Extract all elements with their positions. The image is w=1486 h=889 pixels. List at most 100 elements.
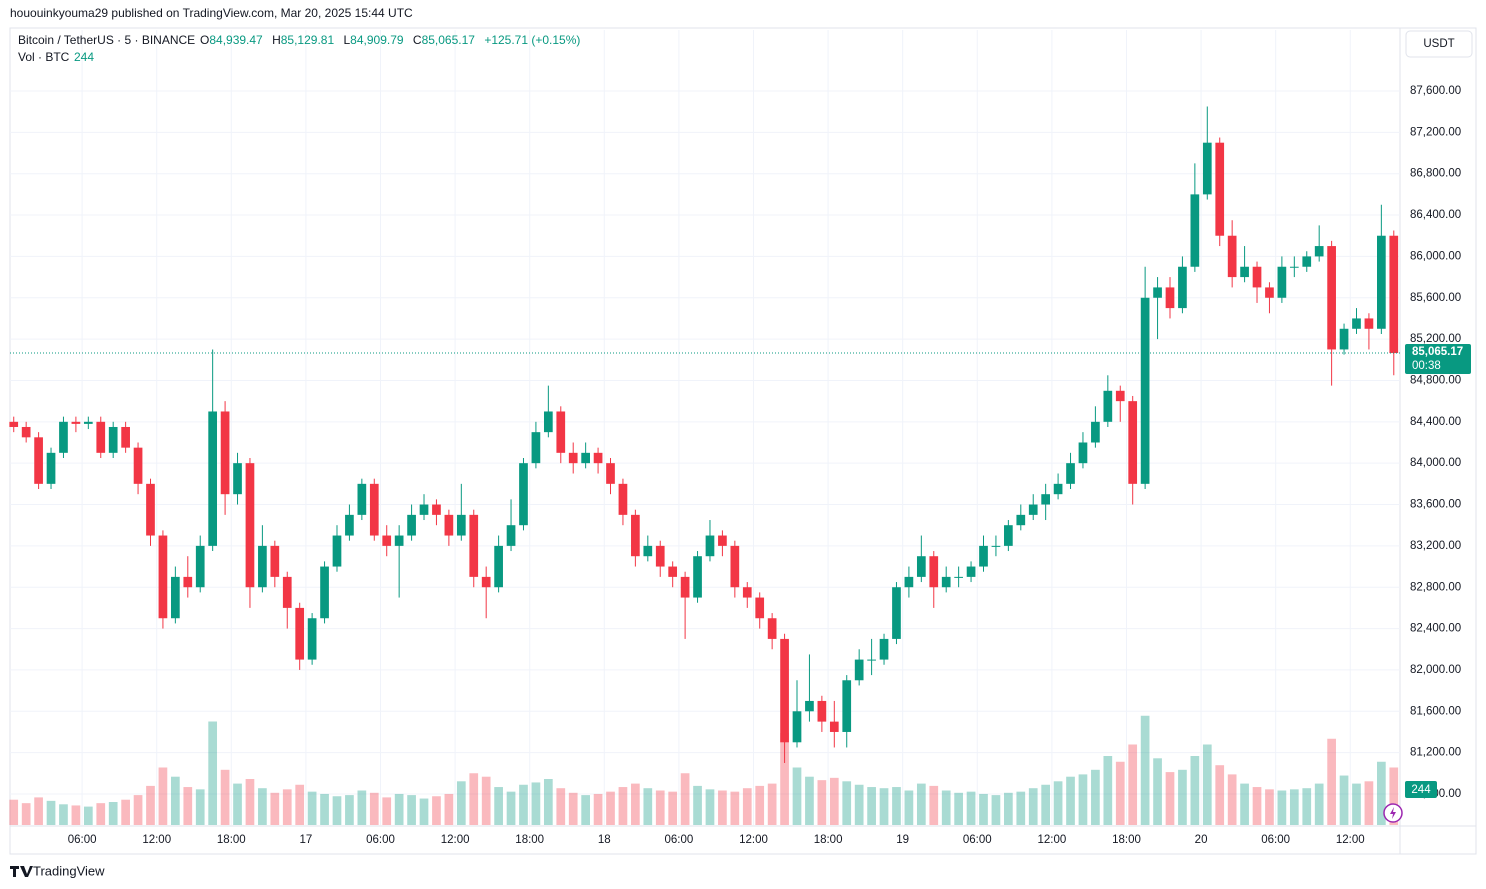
y-tick-label: 84,800.00	[1410, 374, 1461, 386]
currency-label[interactable]: USDT	[1423, 38, 1454, 50]
volume-bar	[1364, 781, 1374, 825]
candle-body	[1016, 514, 1026, 526]
candle-body	[320, 566, 329, 619]
volume-bar	[220, 769, 230, 825]
y-tick-label: 82,000.00	[1410, 664, 1461, 676]
volume-bar	[481, 776, 491, 825]
volume-bar	[916, 783, 926, 825]
volume-badge-label: 244	[1411, 784, 1431, 796]
volume-bar	[456, 781, 466, 825]
volume-bar	[1016, 791, 1026, 825]
candle-body	[121, 426, 130, 448]
currency-button[interactable]	[1405, 30, 1473, 58]
volume-bar	[1376, 761, 1386, 825]
volume-bar	[854, 784, 864, 825]
candle-body	[432, 504, 441, 515]
volume-bar	[1215, 765, 1225, 825]
y-tick-label: 86,000.00	[1410, 250, 1461, 262]
x-tick-label: 06:00	[963, 834, 992, 846]
candle-body	[158, 535, 168, 619]
volume-bar	[96, 803, 106, 825]
x-tick-label: 06:00	[68, 834, 97, 846]
candle-body	[966, 566, 976, 577]
volume-bar	[742, 788, 752, 825]
volume-bar	[643, 788, 653, 825]
volume-bar	[21, 803, 31, 825]
candle-body	[979, 545, 988, 567]
volume-bar	[1178, 769, 1187, 825]
candle-body	[59, 421, 68, 453]
volume-bar	[345, 795, 354, 825]
candle-body	[767, 618, 777, 639]
volume-bar	[1202, 744, 1212, 825]
candle-body	[21, 426, 31, 438]
candle-body	[1128, 401, 1138, 484]
candle-body	[456, 514, 466, 536]
grid	[10, 30, 1400, 825]
candle-body	[407, 514, 416, 536]
volume-bar	[307, 791, 317, 825]
candle-body	[357, 483, 367, 515]
candle-body	[481, 576, 491, 588]
volume-bar	[320, 793, 329, 825]
candle-body	[568, 452, 578, 464]
volume-bar	[233, 783, 242, 825]
candle-body	[96, 421, 106, 453]
volume-bar	[1103, 756, 1113, 825]
candle-body	[892, 587, 901, 639]
alert-bolt	[1390, 807, 1396, 819]
candle-body	[718, 535, 727, 546]
volume-bar	[59, 804, 68, 825]
candle-body	[730, 545, 740, 588]
candle-body	[904, 576, 914, 588]
candle-body	[1352, 318, 1361, 329]
candle-body	[394, 535, 404, 546]
l-label: L	[343, 33, 350, 47]
candle-body	[867, 659, 876, 661]
volume-bar	[1128, 744, 1138, 825]
last-price-badge	[1405, 344, 1471, 375]
volume-bar	[1227, 774, 1237, 825]
candle-body	[1103, 390, 1113, 422]
volume-bar	[394, 793, 404, 825]
x-tick-label: 18:00	[1112, 834, 1141, 846]
volume-bar	[1252, 787, 1262, 825]
volume-bar	[1066, 776, 1075, 825]
volume-bar	[158, 767, 168, 825]
candle-body	[643, 545, 653, 557]
volume-bar	[568, 792, 578, 825]
volume-bar	[1389, 767, 1399, 825]
volume-bar	[593, 793, 603, 825]
candle-body	[916, 556, 926, 577]
volume-bar	[9, 799, 19, 825]
volume-bar	[146, 785, 155, 825]
volume-bar	[842, 781, 852, 825]
volume-bar	[1153, 758, 1162, 825]
x-tick-label: 12:00	[739, 834, 768, 846]
candle-body	[817, 700, 827, 722]
candle-body	[1227, 235, 1237, 278]
candle-body	[941, 576, 951, 588]
candle-body	[1252, 266, 1262, 288]
volume-bar	[506, 791, 516, 825]
candle-body	[1202, 142, 1212, 195]
volume-bar	[1053, 781, 1063, 825]
candle-body	[1041, 494, 1051, 505]
candle-body	[1115, 390, 1125, 402]
x-tick-label: 19	[896, 834, 909, 846]
volume-bar	[494, 787, 503, 825]
x-tick-label: 12:00	[441, 834, 470, 846]
volume-bar	[419, 798, 429, 825]
candle-body	[108, 426, 118, 453]
volume-bar	[1028, 788, 1038, 825]
candle-body	[171, 576, 180, 619]
h-value: 85,129.81	[281, 33, 335, 47]
candle-body	[519, 463, 528, 526]
candle-body	[71, 421, 81, 424]
volume-bar	[693, 785, 702, 825]
volume-badge	[1405, 781, 1437, 798]
volume-bar	[991, 795, 1001, 825]
volume-bar	[34, 797, 43, 825]
published-line: hououinkyouma29 published on TradingView…	[10, 6, 413, 20]
